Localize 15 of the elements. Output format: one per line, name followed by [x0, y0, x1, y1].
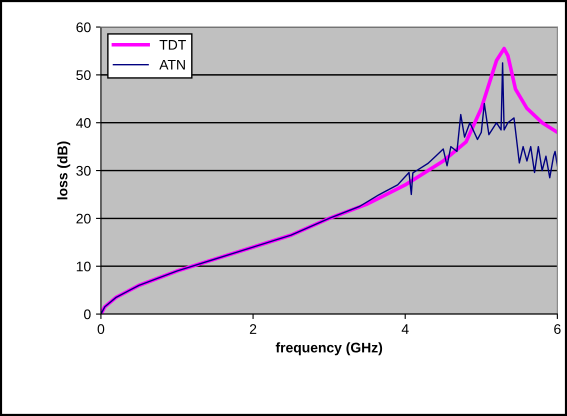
y-tick-label: 20: [76, 214, 91, 224]
x-tick-label: 6: [554, 324, 561, 334]
y-tick-label: 10: [76, 262, 91, 272]
y-tick-label: 50: [76, 70, 91, 80]
y-axis-title: loss (dB): [57, 142, 70, 200]
x-axis-title: frequency (GHz): [276, 342, 382, 356]
legend-label: ATN: [159, 60, 185, 70]
x-tick-label: 2: [250, 324, 256, 334]
y-tick-label: 30: [76, 166, 91, 176]
y-tick-label: 40: [76, 118, 91, 128]
x-tick-label: 4: [402, 324, 409, 334]
y-tick-label: 60: [76, 22, 91, 32]
legend-label: TDT: [160, 40, 186, 50]
x-tick-label: 0: [98, 324, 104, 334]
y-tick-label: 0: [84, 309, 91, 320]
